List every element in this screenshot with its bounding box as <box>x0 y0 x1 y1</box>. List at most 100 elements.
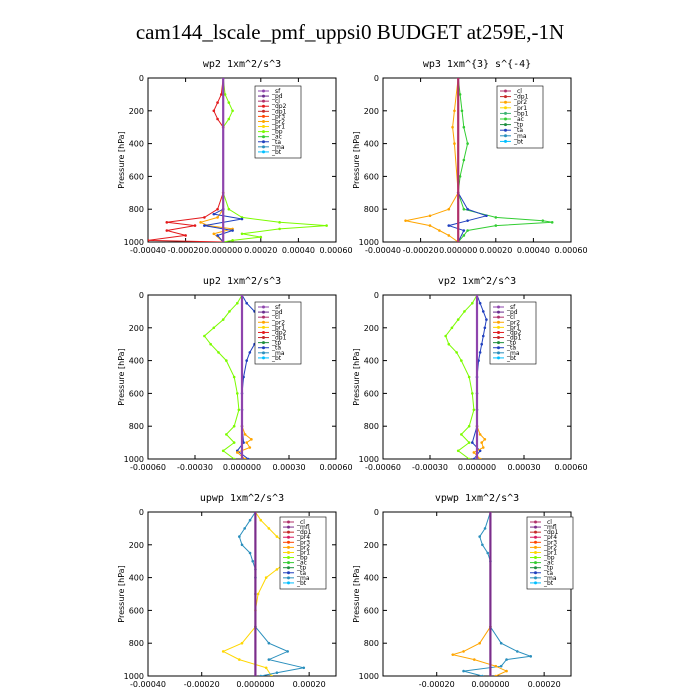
legend-label: _cl <box>271 98 280 105</box>
series-point-bp <box>463 310 466 313</box>
series-point-bp <box>227 207 231 211</box>
series-point-pr2 <box>404 219 407 222</box>
legend-label: _ta <box>513 127 523 134</box>
x-tick-label: -0.00040 <box>130 680 166 689</box>
legend-label: _bt <box>271 355 282 362</box>
series-point-bp <box>471 301 474 305</box>
legend-marker-bp <box>262 130 265 134</box>
legend-label: _dp1 <box>543 529 559 536</box>
series-point-ac <box>460 109 464 113</box>
series-point-pr2 <box>216 216 219 219</box>
y-tick-label: 200 <box>129 541 144 550</box>
legend-label: _ta <box>543 570 553 577</box>
y-tick-label: 0 <box>139 508 144 517</box>
legend-label: _dp2 <box>506 329 522 336</box>
x-tick-label: 0.000000 <box>236 680 274 689</box>
series-point-pr1 <box>267 527 271 530</box>
legend-label: _pr2 <box>513 99 527 106</box>
y-tick-label: 1000 <box>359 455 379 464</box>
series-point-mfl <box>489 512 492 514</box>
legend-label: _tp <box>543 565 553 572</box>
legend-marker-bt <box>504 139 507 143</box>
x-tick-label: 0.00030 <box>507 463 540 472</box>
legend-label: _dp1 <box>271 335 287 342</box>
x-tick-label: 0.00060 <box>554 246 587 255</box>
series-line-ac <box>457 78 553 242</box>
legend-marker-pr3 <box>287 540 290 544</box>
series-point-ac <box>462 207 466 211</box>
y-tick-label: 800 <box>364 205 379 214</box>
series-point-dp2 <box>216 207 219 211</box>
legend-label: _sf <box>271 88 281 95</box>
legend-label: _pr3 <box>543 539 557 546</box>
series-point-bp <box>456 318 460 321</box>
series-point-sf <box>240 295 244 297</box>
series-point-bp <box>455 351 458 354</box>
legend-label: _ma <box>513 133 527 140</box>
legend-marker-pd <box>262 94 265 98</box>
series-point-ta <box>481 310 485 313</box>
legend-label: _pr1 <box>271 124 285 131</box>
legend-marker-cl <box>497 315 500 319</box>
legend-label: _mfl <box>543 524 557 531</box>
series-point-bp <box>240 232 244 236</box>
plot-frame <box>382 77 572 243</box>
series-point-ta <box>485 214 488 218</box>
legend: _cl_mfl_dp1_pr4_pr3_pr2_pr1_bp_ac_tp_ta_… <box>279 516 327 590</box>
series-point-sf <box>475 457 479 459</box>
series-point-pr2 <box>243 433 247 436</box>
legend-marker-ta <box>287 571 290 575</box>
series-point-bp <box>232 441 236 444</box>
legend-marker-sf <box>497 305 500 309</box>
series-point-bp <box>212 326 216 330</box>
series-point-ac <box>466 229 469 232</box>
series-point-ta <box>212 212 216 216</box>
series-group <box>148 78 328 242</box>
y-axis-label: Pressure [hPa] <box>117 565 126 622</box>
legend-marker-bt <box>262 356 265 360</box>
legend: _cl_dp1_pr2_pr1_bp1_ac_tp_ta_ma_bt <box>496 85 544 149</box>
series-point-pr1 <box>221 650 225 653</box>
series-point-ma <box>275 671 279 675</box>
x-tick-label: -0.00040 <box>365 246 401 255</box>
series-point-pr1 <box>256 592 260 596</box>
series-point-ma <box>515 650 519 653</box>
series-point-dp2 <box>165 221 169 224</box>
y-tick-label: 600 <box>364 172 379 181</box>
series-point-bp <box>236 301 239 305</box>
series-point-ta <box>246 457 250 459</box>
series-point-bp <box>447 342 451 346</box>
x-tick-label: 0.00040 <box>282 246 315 255</box>
legend-marker-ma <box>262 351 265 355</box>
legend-label: _tp <box>296 565 306 572</box>
series-point-pr2 <box>447 207 451 211</box>
series-point-bp <box>232 375 236 379</box>
legend-marker-dp1 <box>497 336 500 340</box>
series-point-pr1 <box>240 641 244 645</box>
series-point-ta <box>483 326 487 330</box>
legend-marker-pr1 <box>497 325 500 329</box>
panel-title: vp2 1xm^2/s^3 <box>438 276 516 287</box>
series-point-bp <box>325 224 328 227</box>
series-point-bp <box>472 408 476 412</box>
y-tick-label: 400 <box>364 574 379 583</box>
legend-marker-pr1 <box>287 550 290 554</box>
legend-marker-dp1 <box>504 95 507 99</box>
legend-marker-tp <box>497 341 500 345</box>
legend-label: _dp2 <box>271 103 287 110</box>
series-group <box>404 78 554 242</box>
legend-marker-cl <box>262 99 265 103</box>
legend-marker-pr1 <box>262 125 265 129</box>
series-point-ma <box>240 543 244 547</box>
series-point-ta <box>472 457 476 459</box>
legend: _sf_pd_cl_pr2_pr1_dp2_dp1_tp_ta_ma_bt <box>489 301 537 365</box>
series-point-pr2 <box>478 457 482 459</box>
series-point-bp <box>259 235 263 239</box>
series-point-sf <box>221 240 225 242</box>
series-point-dp2 <box>148 239 150 242</box>
y-tick-label: 600 <box>129 606 144 615</box>
y-tick-label: 0 <box>374 291 379 300</box>
series-point-pr2 <box>199 221 202 224</box>
y-tick-label: 1000 <box>124 238 144 247</box>
series-point-ma <box>486 551 490 555</box>
